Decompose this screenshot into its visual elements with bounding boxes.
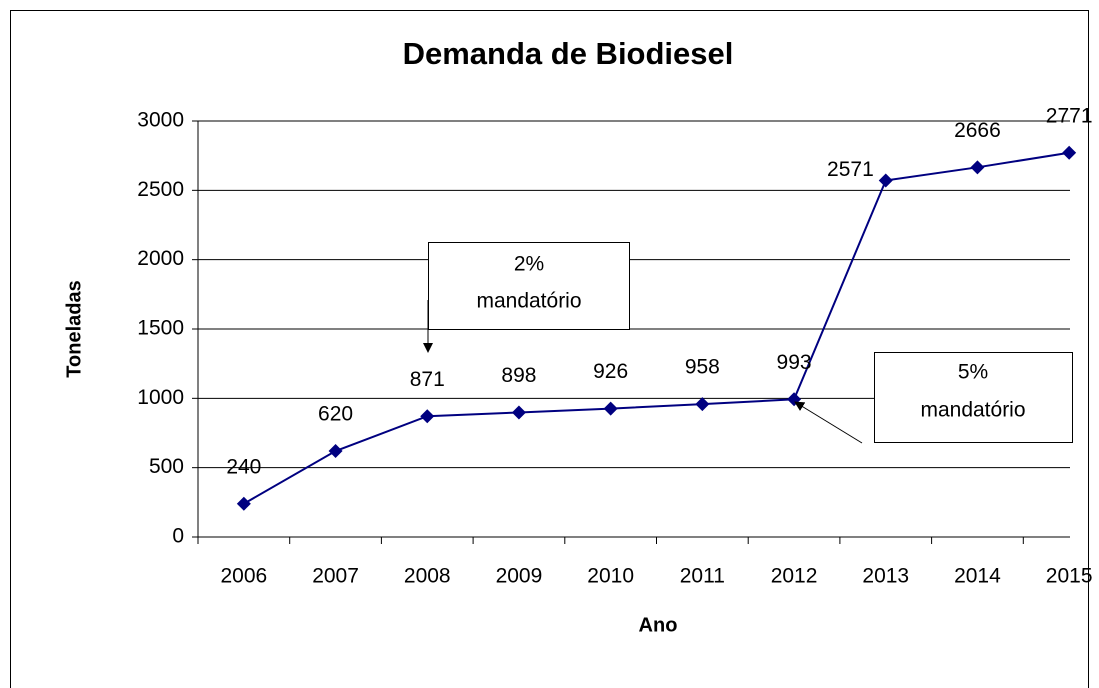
- data-point: [695, 397, 710, 412]
- annotation-arrow: [794, 401, 863, 444]
- x-tick-label: 2007: [312, 565, 359, 588]
- annotation-box: [428, 242, 630, 330]
- y-tick-label: 1500: [137, 317, 184, 340]
- x-tick-label: 2014: [954, 565, 1001, 588]
- data-point: [328, 444, 343, 459]
- chart-title: Demanda de Biodiesel: [403, 36, 734, 71]
- y-tick-label: 2500: [137, 178, 184, 201]
- data-label: 2571: [827, 158, 874, 181]
- y-tick-label: 2000: [137, 247, 184, 270]
- y-tick-label: 500: [149, 455, 184, 478]
- data-label: 958: [685, 356, 720, 379]
- x-tick-label: 2009: [496, 565, 543, 588]
- x-tick-label: 2011: [680, 565, 725, 588]
- data-label: 871: [410, 368, 445, 391]
- data-point: [420, 409, 435, 424]
- x-axis-label: Ano: [639, 614, 678, 636]
- x-tick-label: 2015: [1046, 565, 1093, 588]
- data-label: 2771: [1046, 104, 1093, 127]
- annotation-text: mandatório: [920, 399, 1025, 422]
- data-label: 898: [501, 364, 536, 387]
- annotation-box: [874, 352, 1073, 443]
- y-tick-label: 1000: [137, 386, 184, 409]
- data-label: 993: [777, 351, 812, 374]
- data-label: 620: [318, 403, 353, 426]
- data-label: 926: [593, 360, 628, 383]
- x-tick-label: 2013: [862, 565, 909, 588]
- y-tick-label: 3000: [137, 109, 184, 132]
- data-point: [970, 160, 985, 175]
- annotation-text: 2%: [514, 253, 544, 276]
- series-line: [243, 151, 1070, 505]
- data-point: [1062, 145, 1077, 160]
- data-label: 2666: [954, 119, 1001, 142]
- data-point: [878, 173, 893, 188]
- annotations: 2% mandatório 5% mandatório: [423, 242, 1073, 444]
- data-label: 240: [226, 455, 261, 478]
- data-point: [236, 496, 251, 511]
- x-tick-label: 2006: [220, 565, 267, 588]
- x-tick-label: 2010: [587, 565, 634, 588]
- chart-border: [10, 10, 1089, 688]
- x-tick-label: 2012: [771, 565, 818, 588]
- x-tick-label: 2008: [404, 565, 451, 588]
- y-axis-label: Toneladas: [63, 280, 85, 377]
- data-point: [511, 405, 526, 420]
- annotation-text: 5%: [958, 361, 988, 384]
- data-point: [603, 401, 618, 416]
- annotation-text: mandatório: [476, 290, 581, 313]
- y-tick-label: 0: [172, 525, 184, 548]
